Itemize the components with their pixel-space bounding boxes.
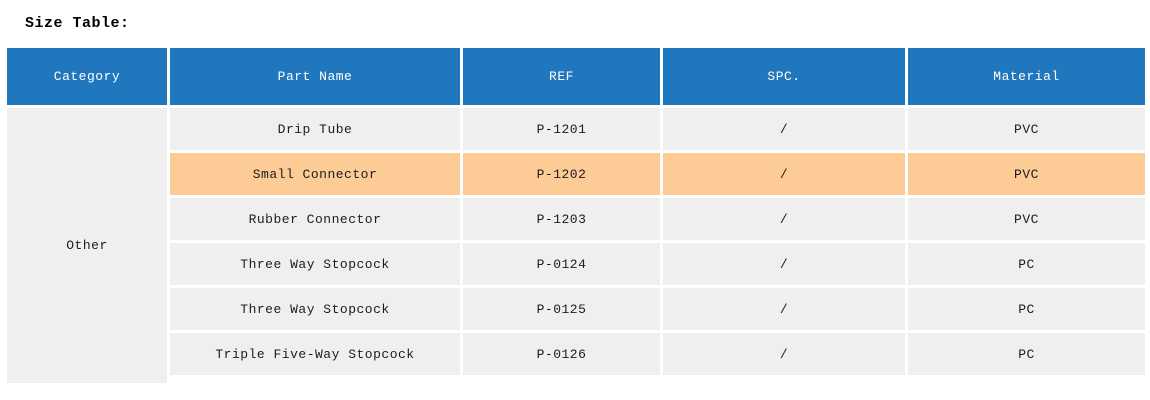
spc-cell: / [663, 153, 905, 195]
column-header-spc: SPC. [663, 48, 905, 105]
part-name-cell: Rubber Connector [170, 198, 460, 240]
column-header-material: Material [908, 48, 1145, 105]
spc-cell: / [663, 108, 905, 150]
material-cell: PVC [908, 153, 1145, 195]
spc-cell: / [663, 333, 905, 375]
table-row[interactable]: Three Way Stopcock P-0125 / PC [7, 288, 1145, 330]
spacer-cell [663, 378, 905, 383]
category-cell: Other [7, 108, 167, 383]
part-name-cell: Small Connector [170, 153, 460, 195]
ref-cell: P-1201 [463, 108, 660, 150]
spc-cell: / [663, 198, 905, 240]
part-name-cell: Triple Five-Way Stopcock [170, 333, 460, 375]
column-header-part-name: Part Name [170, 48, 460, 105]
material-cell: PC [908, 333, 1145, 375]
spacer-cell [908, 378, 1145, 383]
material-cell: PC [908, 243, 1145, 285]
part-name-cell: Three Way Stopcock [170, 288, 460, 330]
table-row[interactable]: Three Way Stopcock P-0124 / PC [7, 243, 1145, 285]
size-table: Category Part Name REF SPC. Material Oth… [4, 45, 1148, 386]
column-header-category: Category [7, 48, 167, 105]
material-cell: PVC [908, 198, 1145, 240]
part-name-cell: Three Way Stopcock [170, 243, 460, 285]
table-row[interactable]: Triple Five-Way Stopcock P-0126 / PC [7, 333, 1145, 375]
spc-cell: / [663, 288, 905, 330]
table-row[interactable]: Other Drip Tube P-1201 / PVC [7, 108, 1145, 383]
material-cell: PVC [908, 108, 1145, 150]
ref-cell: P-1203 [463, 198, 660, 240]
part-name-cell: Drip Tube [170, 108, 460, 150]
ref-cell: P-0126 [463, 333, 660, 375]
header-row: Category Part Name REF SPC. Material [7, 48, 1145, 105]
spacer-row [7, 378, 1145, 383]
column-header-ref: REF [463, 48, 660, 105]
material-cell: PC [908, 288, 1145, 330]
spacer-cell [170, 378, 460, 383]
spacer-cell [463, 378, 660, 383]
ref-cell: P-0124 [463, 243, 660, 285]
spc-cell: / [663, 243, 905, 285]
page-title: Size Table: [25, 15, 130, 32]
ref-cell: P-1202 [463, 153, 660, 195]
table-row[interactable]: Rubber Connector P-1203 / PVC [7, 198, 1145, 240]
ref-cell: P-0125 [463, 288, 660, 330]
table-row-highlighted[interactable]: Small Connector P-1202 / PVC [7, 153, 1145, 195]
